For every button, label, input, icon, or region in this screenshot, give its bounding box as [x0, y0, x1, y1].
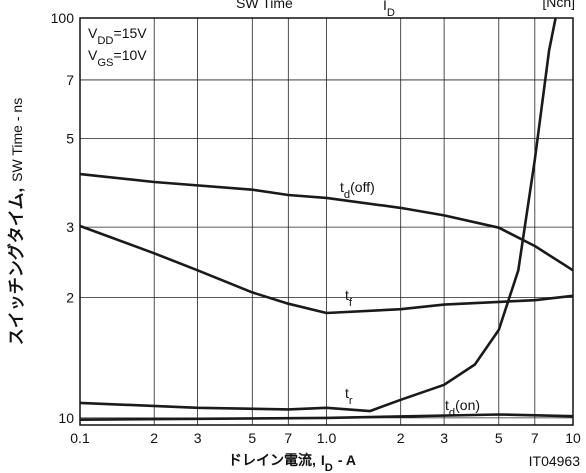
label-part: SW Time — [236, 0, 293, 11]
title-note: [Nch] — [542, 0, 575, 10]
y-axis-label: スイッチングタイム, SW Time - ns — [6, 98, 26, 345]
label-part: スイッチングタイム, — [6, 188, 26, 345]
label-part: (off) — [350, 179, 375, 195]
label: td(on) — [445, 397, 480, 419]
label: VGS=10V — [88, 47, 147, 69]
label: SW Time — [236, 0, 293, 11]
label: td(off) — [340, 179, 375, 201]
series-line — [79, 17, 557, 413]
label-part: t — [345, 385, 349, 401]
label-part: V — [88, 25, 98, 41]
label-part: t — [445, 397, 449, 413]
label-part: t — [345, 287, 349, 303]
y-tick-label: 10 — [58, 410, 74, 426]
x-tick-label: 0.1 — [70, 430, 90, 446]
label-part: GS — [97, 57, 113, 69]
label-part: r — [349, 395, 353, 407]
label-part: SW Time - ns — [9, 98, 25, 182]
label-part: V — [88, 47, 98, 63]
label: tf — [345, 287, 353, 309]
x-tick-label: 5 — [495, 430, 503, 446]
label-part: (on) — [455, 397, 480, 413]
label-part: =15V — [114, 25, 148, 41]
label: tr — [345, 385, 353, 407]
label-part: I — [383, 0, 387, 13]
y-tick-label: 7 — [66, 72, 74, 88]
series-line — [79, 172, 574, 272]
x-tick-label: 3 — [440, 430, 448, 446]
label-part: d — [449, 407, 455, 419]
label-part: D — [325, 462, 333, 473]
label-part: =10V — [114, 47, 148, 63]
x-tick-label: 10 — [565, 430, 581, 446]
label-part: ドレイン電流, — [228, 452, 316, 468]
label-part: f — [349, 297, 353, 309]
label: VDD=15V — [88, 25, 147, 47]
x-tick-label: 1.0 — [317, 430, 337, 446]
label: ドレイン電流, ID - A — [228, 452, 356, 473]
label-part: DD — [97, 35, 113, 47]
y-tick-label: 3 — [66, 219, 74, 235]
x-tick-label: 5 — [248, 430, 256, 446]
y-tick-label: 100 — [51, 10, 75, 26]
label-part: D — [387, 7, 395, 19]
label: ID — [383, 0, 395, 19]
series-line — [79, 224, 574, 315]
x-tick-label: 3 — [194, 430, 202, 446]
label-part: t — [340, 179, 344, 195]
x-tick-label: 2 — [397, 430, 405, 446]
label-part: - A — [338, 452, 356, 468]
figure-code: IT04963 — [529, 453, 581, 469]
label-part: d — [344, 189, 350, 201]
series-line — [79, 413, 574, 421]
label-part: I — [321, 452, 325, 468]
x-tick-label: 7 — [284, 430, 292, 446]
x-tick-label: 7 — [531, 430, 539, 446]
x-tick-label: 2 — [150, 430, 158, 446]
plot-frame — [79, 17, 574, 426]
y-tick-label: 2 — [66, 290, 74, 306]
y-tick-label: 5 — [66, 130, 74, 146]
